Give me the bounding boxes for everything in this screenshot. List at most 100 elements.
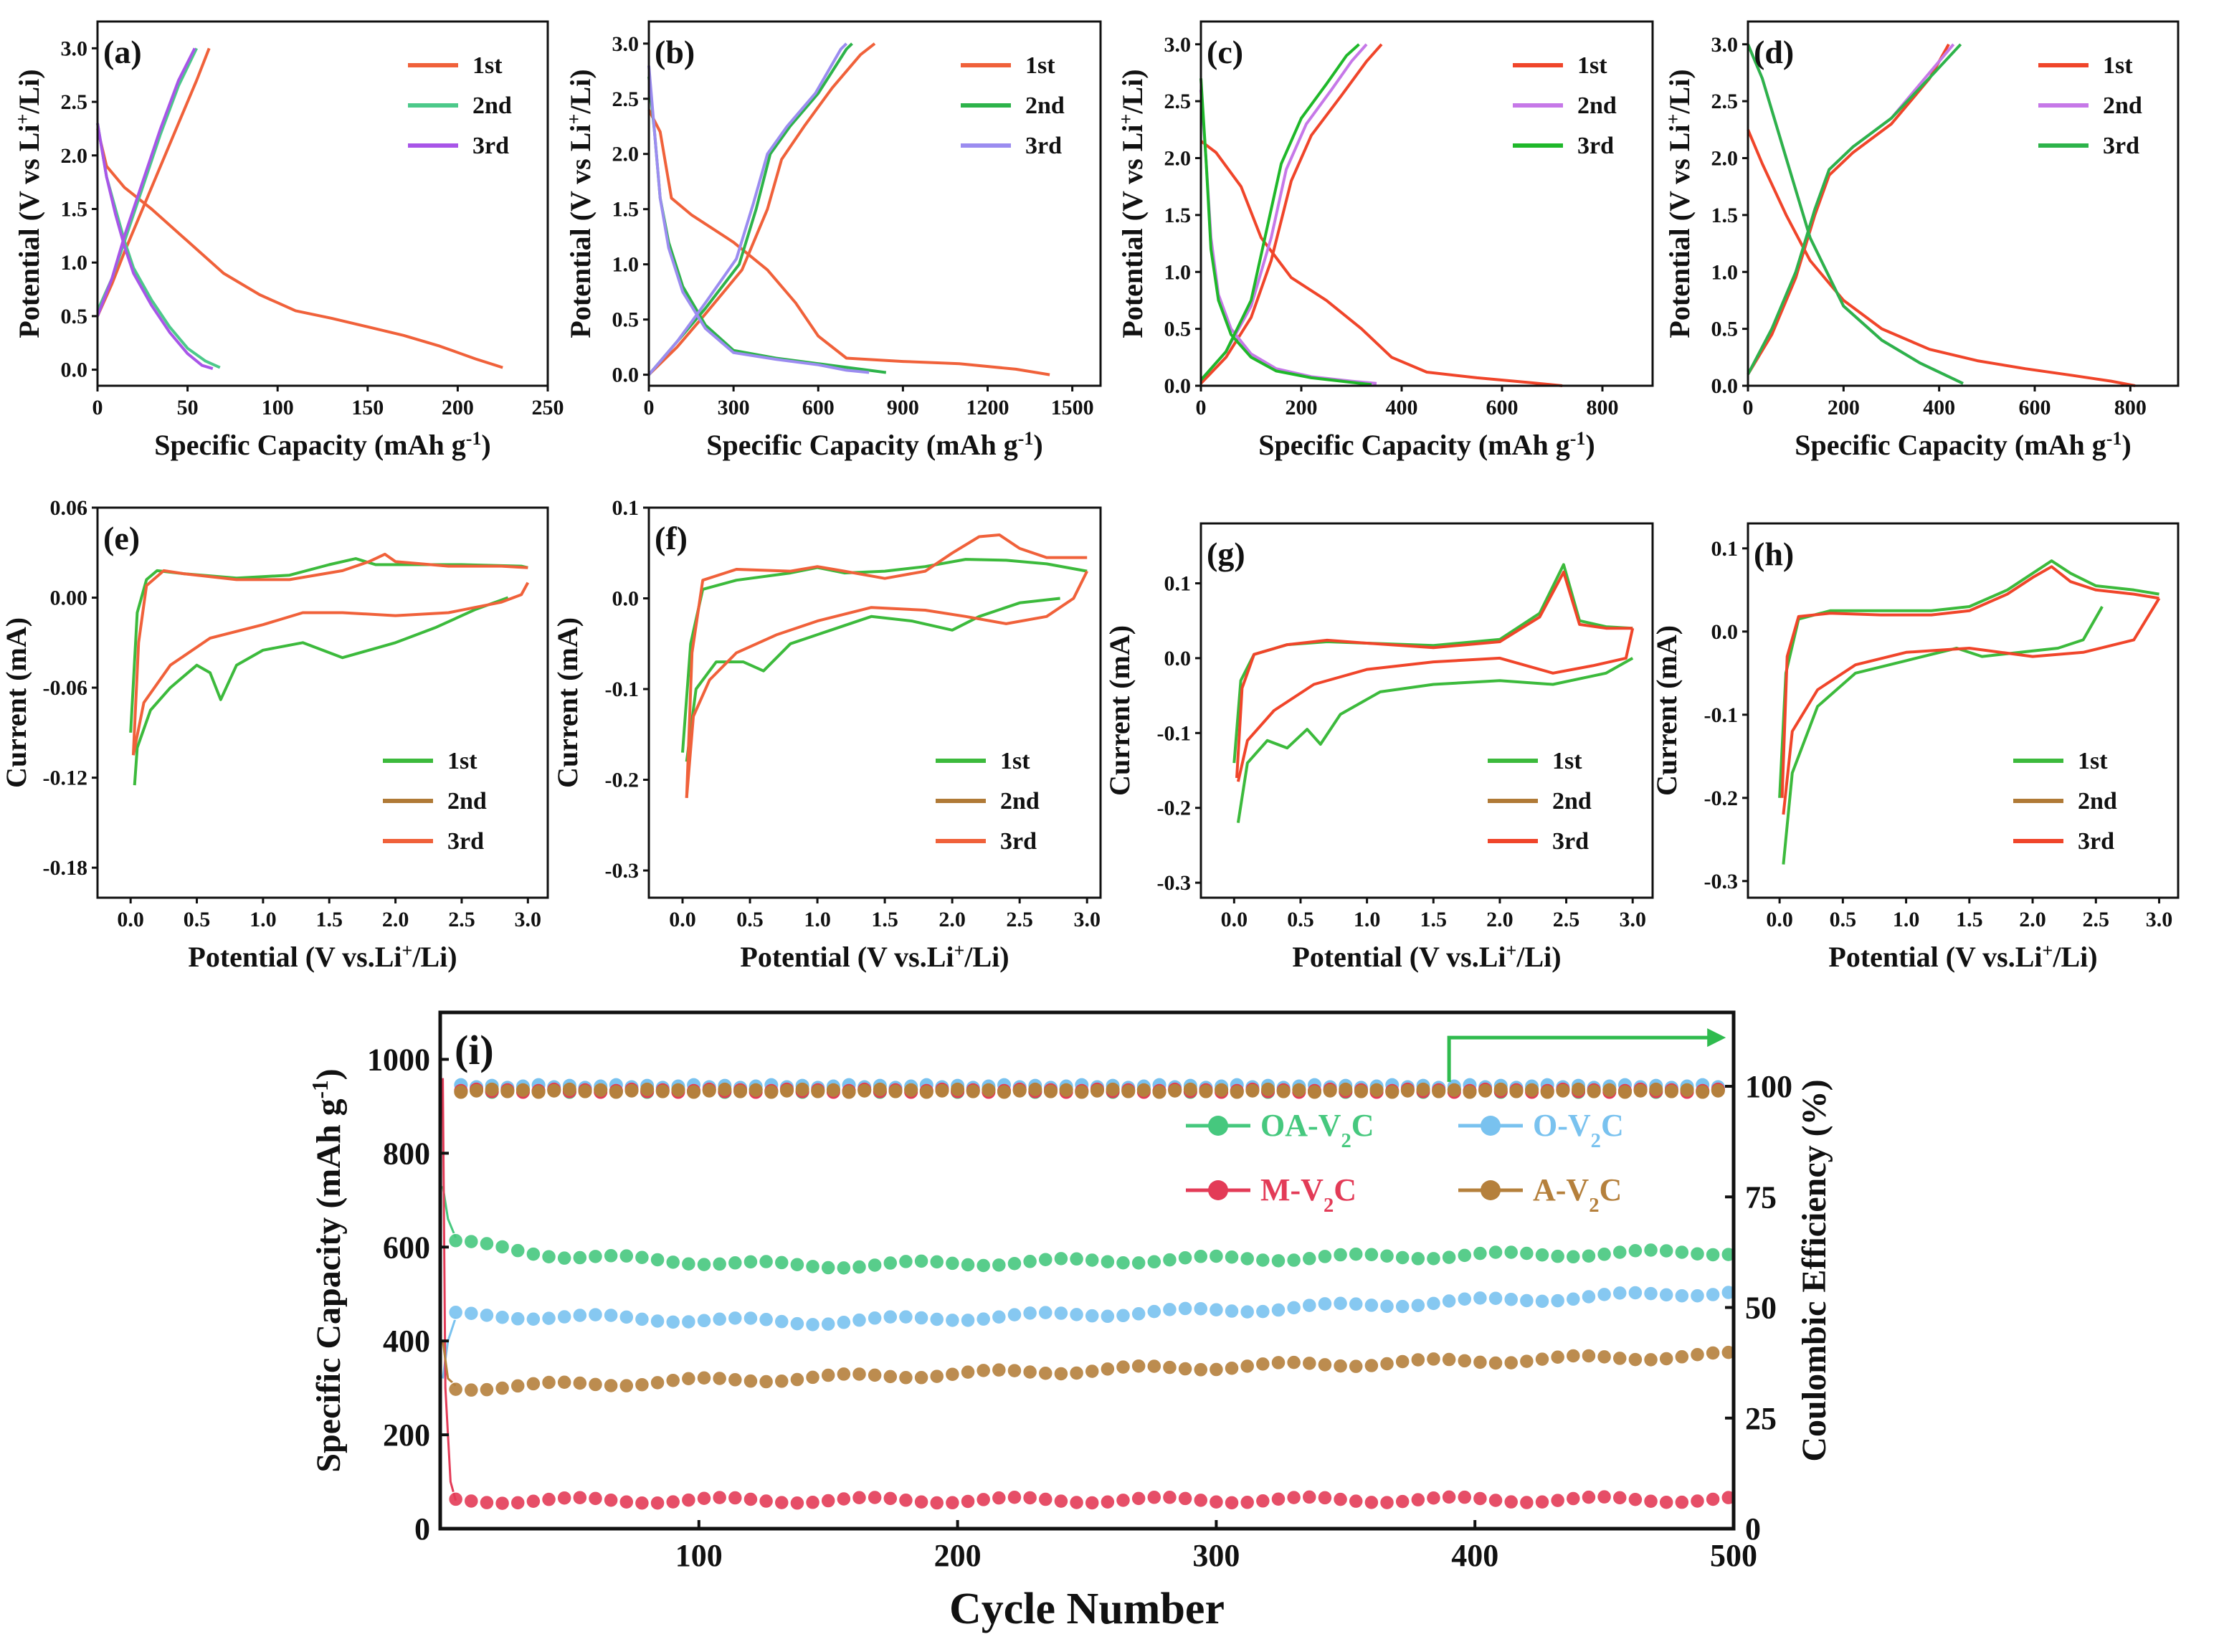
capacity-point [727, 1372, 743, 1388]
ce-point [1168, 1083, 1182, 1098]
ce-point [702, 1083, 716, 1098]
capacity-point [1146, 1358, 1162, 1375]
series-line-3rd [685, 570, 1088, 798]
capacity-point [1425, 1296, 1442, 1311]
capacity-point [479, 1382, 495, 1397]
capacity-point [1053, 1250, 1069, 1267]
capacity-point [758, 1493, 774, 1509]
capacity-point [1689, 1347, 1706, 1363]
capacity-point [711, 1489, 728, 1506]
capacity-point [572, 1375, 588, 1391]
y-tick-label: 0.0 [1711, 620, 1739, 644]
legend-label: OA-V2C [1260, 1108, 1374, 1152]
capacity-point [1705, 1247, 1721, 1263]
capacity-point [556, 1309, 572, 1325]
capacity-point [634, 1249, 650, 1266]
y-axis-label-text-end: /Li) [1663, 69, 1696, 114]
capacity-point [1301, 1489, 1318, 1505]
legend-label: 1st [1577, 52, 1607, 79]
series-line-1st [1199, 140, 1563, 387]
y-axis-label: Potential (V vs Li+/Li) [1663, 69, 1696, 338]
y-tick-label-right: 75 [1745, 1179, 1777, 1215]
y-tick-label: -0.2 [605, 769, 640, 792]
y-tick-label-right: 25 [1745, 1401, 1777, 1436]
x-tick-label: 1.0 [250, 908, 277, 931]
capacity-point [758, 1374, 774, 1390]
capacity-point [556, 1250, 572, 1266]
ce-point [485, 1082, 499, 1096]
capacity-point [526, 1493, 541, 1509]
capacity-point [960, 1494, 976, 1509]
ce-point [1602, 1083, 1617, 1097]
capacity-point [727, 1255, 743, 1271]
capacity-point [1441, 1249, 1457, 1266]
capacity-point [1068, 1365, 1085, 1381]
ce-point [1230, 1085, 1244, 1099]
series-line-3rd [96, 123, 214, 371]
capacity-point [711, 1256, 728, 1272]
capacity-point [510, 1378, 526, 1394]
legend-label: 3rd [1025, 133, 1062, 159]
series-line-3rd [1747, 43, 1962, 376]
capacity-point [1348, 1493, 1364, 1509]
capacity-point [1674, 1288, 1690, 1304]
capacity-point [1658, 1351, 1674, 1367]
capacity-point [960, 1364, 976, 1380]
x-tick-label: 300 [1192, 1538, 1240, 1573]
capacity-point [1379, 1299, 1395, 1314]
x-tick-label: 200 [1828, 396, 1860, 419]
capacity-point [1441, 1352, 1457, 1367]
ce-point [1028, 1082, 1042, 1096]
ce-point [1369, 1083, 1384, 1097]
capacity-point [804, 1494, 821, 1511]
ce-point [640, 1082, 655, 1096]
capacity-point [1394, 1494, 1410, 1509]
capacity-point [883, 1491, 898, 1506]
capacity-point [541, 1491, 557, 1507]
x-axis-label-text: Potential (V vs.Li [1292, 941, 1506, 973]
series-line-3rd [131, 581, 530, 756]
x-axis-label-text: Potential (V vs.Li [188, 941, 401, 973]
panel-label: (h) [1754, 536, 1794, 572]
y-axis-label-script: + [564, 114, 584, 125]
capacity-point [1193, 1362, 1209, 1378]
capacity-point [1255, 1304, 1271, 1319]
ce-point [1339, 1082, 1353, 1096]
capacity-point [789, 1372, 805, 1387]
legend-label-sub: 2 [1324, 1195, 1334, 1217]
capacity-point [1084, 1308, 1100, 1324]
capacity-point [479, 1494, 495, 1511]
capacity-point [1534, 1494, 1550, 1510]
x-tick-label: 100 [262, 396, 294, 419]
capacity-point [1037, 1365, 1054, 1382]
panel-label: (b) [655, 34, 695, 70]
series-line-2nd [1747, 43, 1955, 376]
panel-i: 100 200 300 400 5000200400600800100002550751… [308, 1010, 1833, 1633]
capacity-point [1348, 1246, 1364, 1262]
capacity-point [1628, 1243, 1643, 1258]
capacity-point [1612, 1244, 1628, 1261]
capacity-point [1022, 1490, 1038, 1506]
capacity-point [867, 1257, 883, 1273]
capacity-point [913, 1310, 929, 1326]
capacity-point [804, 1316, 821, 1333]
capacity-point [1053, 1305, 1069, 1321]
capacity-point [1674, 1349, 1690, 1365]
capacity-point [680, 1492, 697, 1508]
x-tick-label: 0 [92, 396, 103, 419]
capacity-point [541, 1310, 557, 1326]
capacity-point [1643, 1286, 1659, 1301]
capacity-point [1488, 1355, 1503, 1371]
capacity-point [1643, 1242, 1659, 1258]
capacity-point [1519, 1353, 1535, 1369]
capacity-point [587, 1377, 604, 1392]
x-axis-label: Specific Capacity (mAh g-1) [154, 428, 490, 462]
capacity-point [1224, 1303, 1240, 1319]
capacity-point [1037, 1251, 1054, 1268]
ce-point [873, 1082, 887, 1096]
x-tick-label: 1.5 [871, 908, 898, 931]
capacity-point [991, 1362, 1007, 1378]
legend-label: M-V2C [1260, 1172, 1356, 1217]
capacity-point [665, 1372, 681, 1388]
x-tick-label: 600 [802, 396, 835, 419]
